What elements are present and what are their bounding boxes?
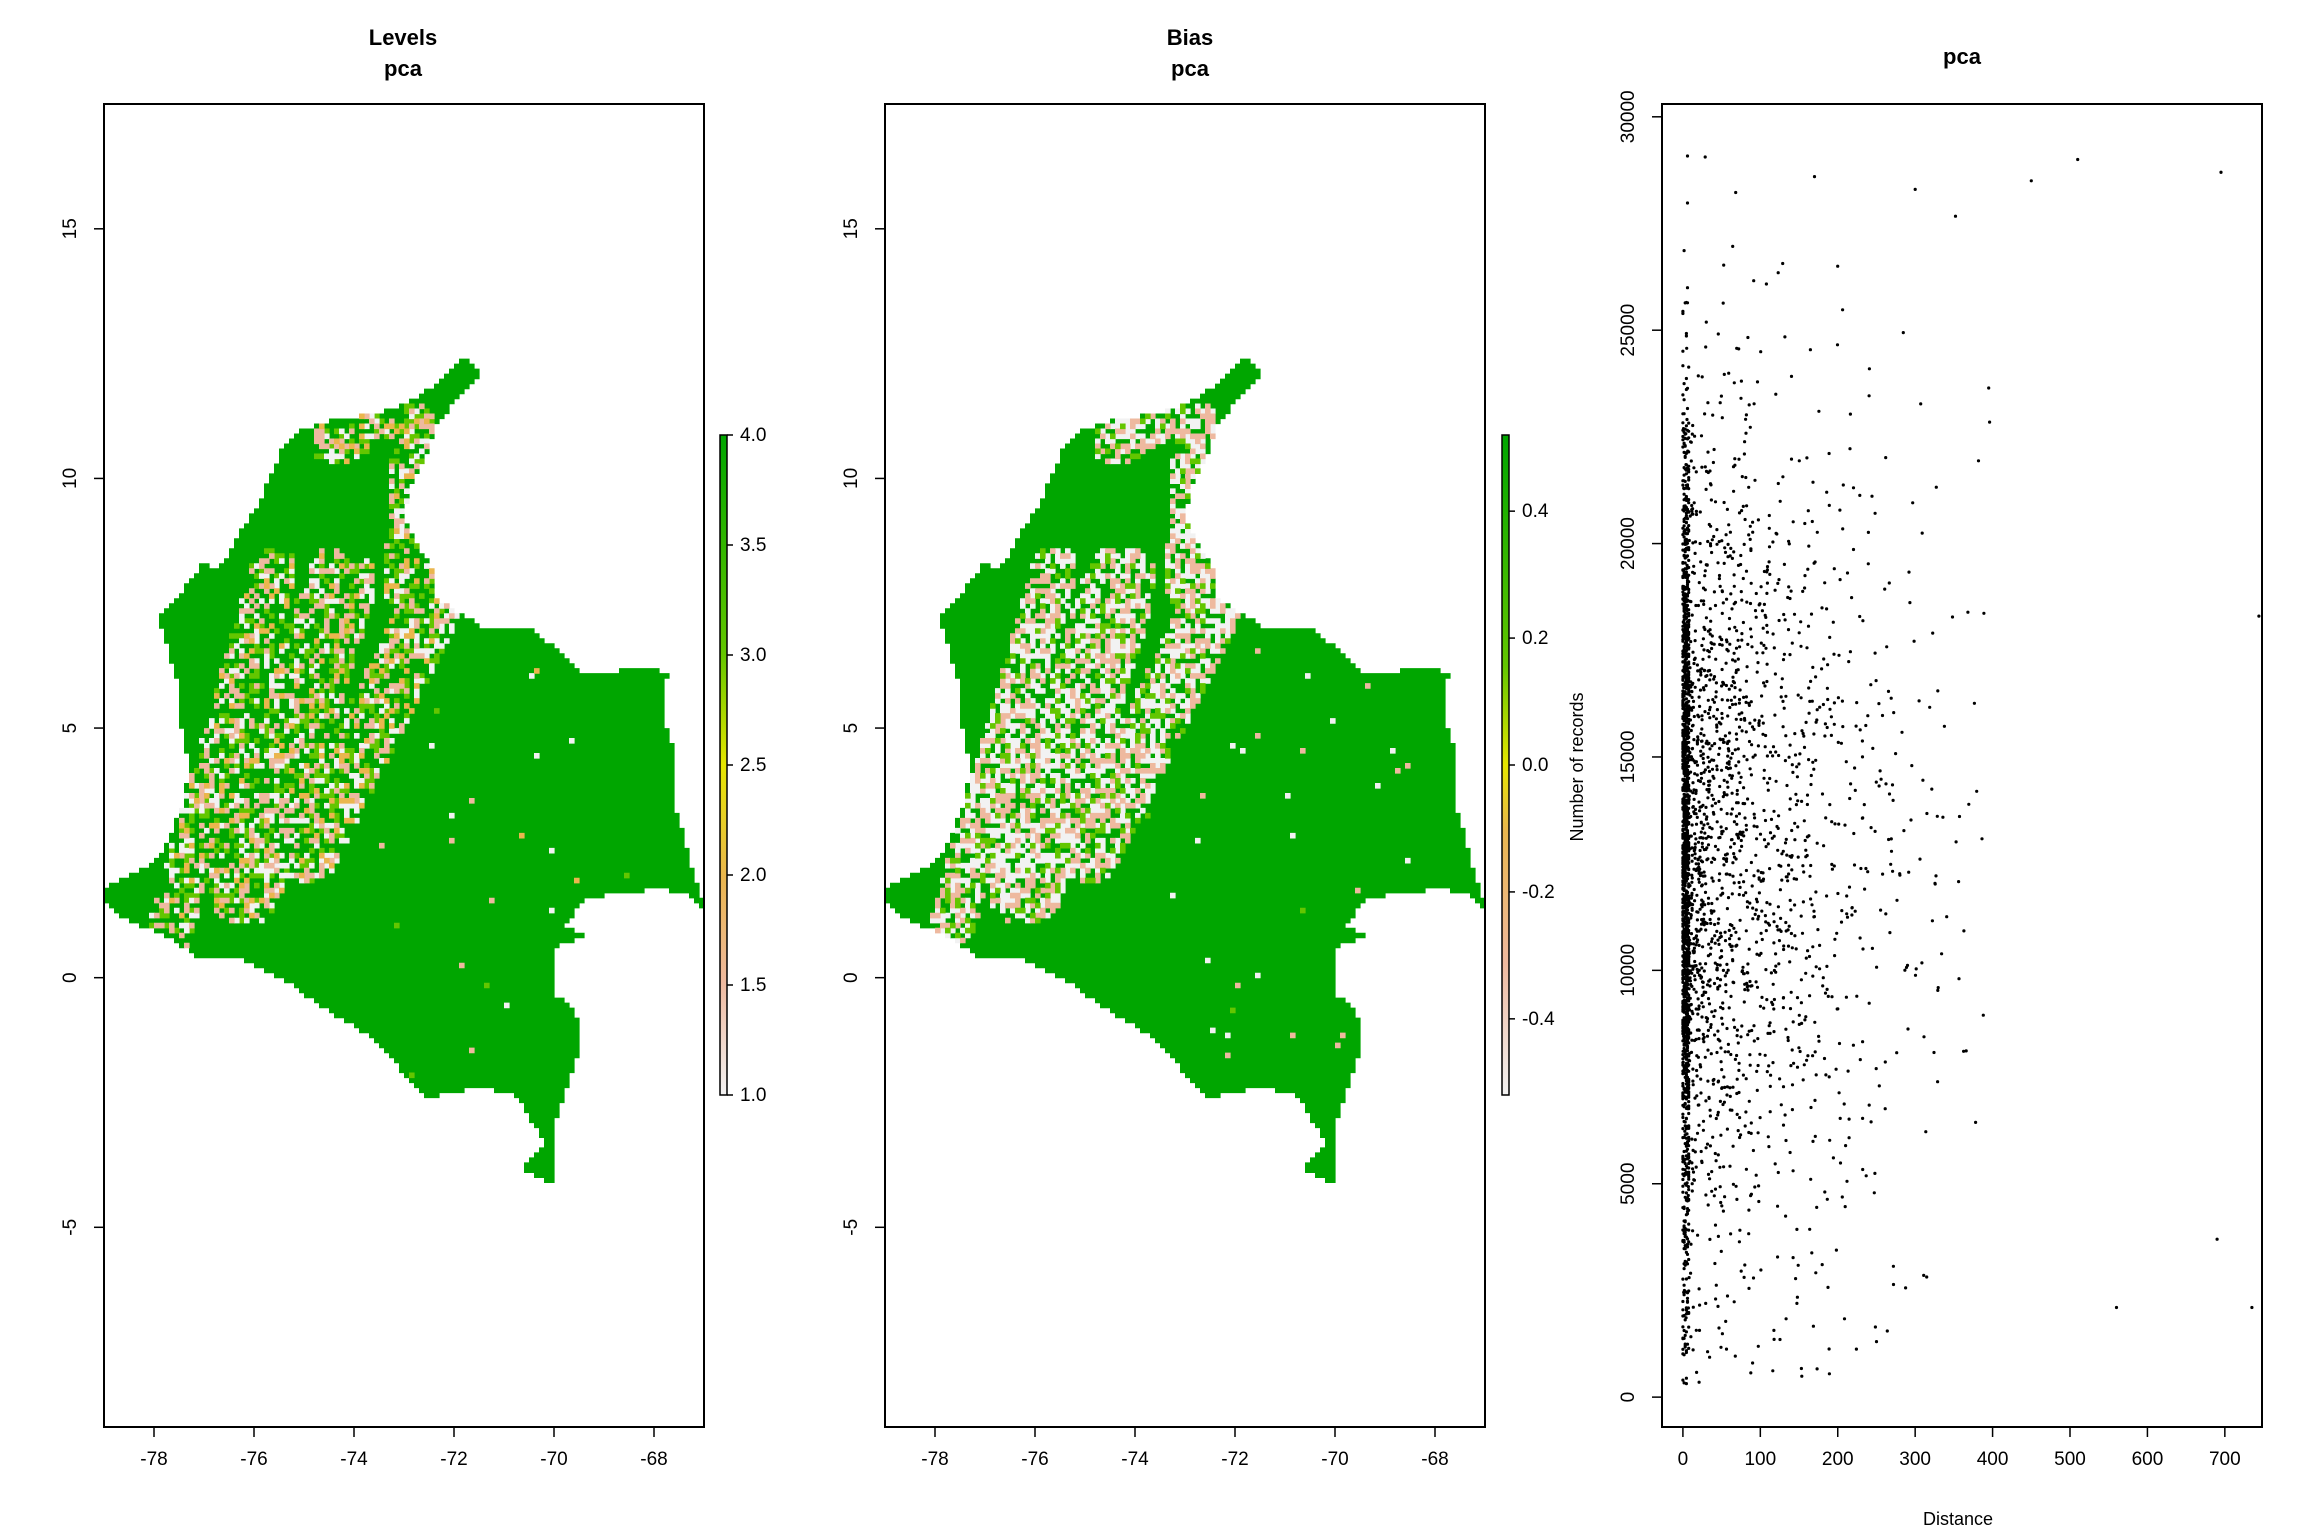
x-tick-label: 600 [2132, 1449, 2164, 1470]
legend-tick-label: 3.5 [740, 535, 766, 556]
y-tick-label: 15000 [1618, 731, 1639, 784]
y-tick-label: 5000 [1618, 1163, 1639, 1205]
bias-map-raster [885, 358, 1486, 1184]
y-tick-label: 0 [841, 972, 862, 983]
y-tick-label: 15 [60, 218, 81, 239]
raster-cells-green [885, 358, 1486, 1184]
y-tick-label: 10 [60, 468, 81, 489]
legend-tick-label: 2.5 [740, 755, 766, 776]
bias-legend-label: Number of records [1567, 692, 1587, 841]
y-tick-label: 5 [841, 723, 862, 734]
y-tick-label: 25000 [1618, 304, 1639, 357]
raster-cells-highlight [149, 403, 630, 1079]
legend-tick-label: -0.2 [1522, 882, 1555, 903]
legend-tick-label: 0.2 [1522, 628, 1548, 649]
levels-panel: Levels pca -78 -76 -74 -72 -70 -68 -5 0 5 10 15 1.… [60, 25, 766, 1470]
levels-subtitle: pca [384, 56, 423, 81]
y-tick-label: 5 [60, 723, 81, 734]
levels-map-raster [104, 358, 705, 1184]
raster-cells-highlight [930, 403, 1411, 1059]
legend-colorbar [1501, 434, 1510, 1096]
x-tick-label: -78 [140, 1449, 167, 1470]
scatter-panel: pca 0 100 200 300 400 500 600 700 0 5000 10000 1500… [1618, 44, 2263, 1529]
x-tick-label: -74 [1121, 1449, 1149, 1470]
raster-cells-highlight [169, 413, 580, 919]
levels-title: Levels [369, 25, 438, 50]
x-tick-label: -68 [1421, 1449, 1448, 1470]
x-tick-label: -78 [921, 1449, 948, 1470]
x-tick-label: -74 [340, 1449, 368, 1470]
scatter-plot-frame [1661, 103, 2263, 1428]
x-tick-label: -72 [440, 1449, 467, 1470]
raster-cells-highlight [149, 408, 575, 1009]
x-tick-label: 700 [2209, 1449, 2241, 1470]
x-tick-label: -72 [1221, 1449, 1248, 1470]
x-tick-label: -76 [1021, 1449, 1048, 1470]
legend-tick-label: -0.4 [1522, 1009, 1555, 1030]
y-tick-label: -5 [60, 1219, 81, 1236]
y-tick-label: 15 [841, 218, 862, 239]
levels-axes: -78 -76 -74 -72 -70 -68 -5 0 5 10 15 [60, 218, 668, 1470]
legend-tick-label: 4.0 [740, 425, 766, 446]
y-tick-label: 0 [60, 972, 81, 983]
y-tick-label: 30000 [1618, 90, 1639, 143]
legend-tick-label: 0.0 [1522, 755, 1548, 776]
y-tick-label: 0 [1618, 1392, 1639, 1403]
x-tick-label: 400 [1977, 1449, 2009, 1470]
x-tick-label: -70 [540, 1449, 567, 1470]
legend-tick-label: 1.5 [740, 975, 766, 996]
bias-panel: Bias pca -78 -76 -74 -72 -70 -68 -5 0 5 10 15 -0.4… [841, 25, 1587, 1470]
x-tick-label: 300 [1899, 1449, 1931, 1470]
raster-cells-green [104, 358, 705, 1184]
y-tick-label: -5 [841, 1219, 862, 1236]
legend-tick-label: 3.0 [740, 645, 766, 666]
scatter-x-axis-label: Distance [1923, 1509, 1993, 1529]
x-tick-label: 0 [1678, 1449, 1689, 1470]
y-tick-label: 20000 [1618, 517, 1639, 570]
x-tick-label: -76 [240, 1449, 267, 1470]
x-tick-label: 100 [1744, 1449, 1776, 1470]
x-tick-label: -68 [640, 1449, 667, 1470]
bias-plot-frame [884, 103, 1486, 1428]
legend-colorbar [719, 434, 728, 1096]
levels-legend: 1.0 1.5 2.0 2.5 3.0 3.5 4.0 [719, 425, 766, 1106]
x-tick-label: -70 [1321, 1449, 1348, 1470]
legend-tick-label: 1.0 [740, 1085, 766, 1106]
bias-title: Bias [1167, 25, 1213, 50]
legend-tick-label: 2.0 [740, 865, 766, 886]
bias-legend: -0.4 -0.2 0.0 0.2 0.4 [1501, 434, 1555, 1096]
raster-cells-highlight [154, 403, 495, 1054]
bias-axes: -78 -76 -74 -72 -70 -68 -5 0 5 10 15 [841, 218, 1449, 1470]
bias-subtitle: pca [1171, 56, 1210, 81]
x-tick-label: 500 [2054, 1449, 2086, 1470]
x-tick-label: 200 [1822, 1449, 1854, 1470]
scatter-title: pca [1943, 44, 1982, 69]
scatter-axes: 0 100 200 300 400 500 600 700 0 5000 10000 15000 200… [1618, 90, 2241, 1470]
legend-tick-label: 0.4 [1522, 501, 1549, 522]
y-tick-label: 10000 [1618, 944, 1639, 997]
y-tick-label: 10 [841, 468, 862, 489]
levels-plot-frame [103, 103, 705, 1428]
